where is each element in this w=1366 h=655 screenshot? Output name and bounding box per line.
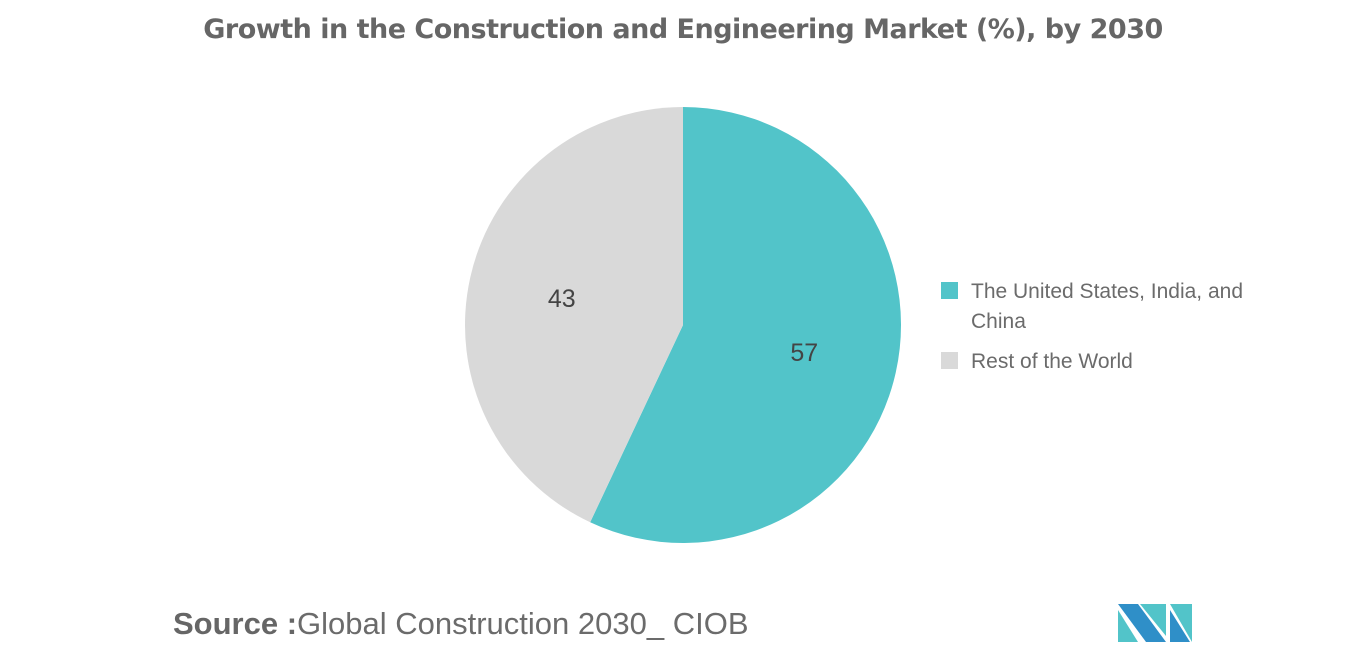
legend-label: The United States, India, and China	[971, 280, 1244, 333]
source-text: Global Construction 2030_ CIOB	[297, 606, 749, 641]
pie-slice	[464, 107, 683, 523]
company-logo	[1118, 604, 1192, 642]
pie-slice	[590, 107, 901, 543]
source-label: Source :	[173, 606, 298, 641]
legend-label: Rest of the World	[971, 350, 1133, 373]
legend-swatch	[941, 352, 958, 369]
chart-title: Growth in the Construction and Engineeri…	[203, 14, 1163, 45]
legend-item: The United States, India, and China	[941, 277, 1271, 337]
source-note: Source :Global Construction 2030_ CIOB	[173, 606, 749, 642]
data-label: 43	[548, 285, 576, 313]
legend-swatch	[941, 282, 958, 299]
legend: The United States, India, and China Rest…	[941, 277, 1271, 387]
legend-item: Rest of the World	[941, 347, 1271, 377]
data-label: 57	[790, 339, 818, 367]
